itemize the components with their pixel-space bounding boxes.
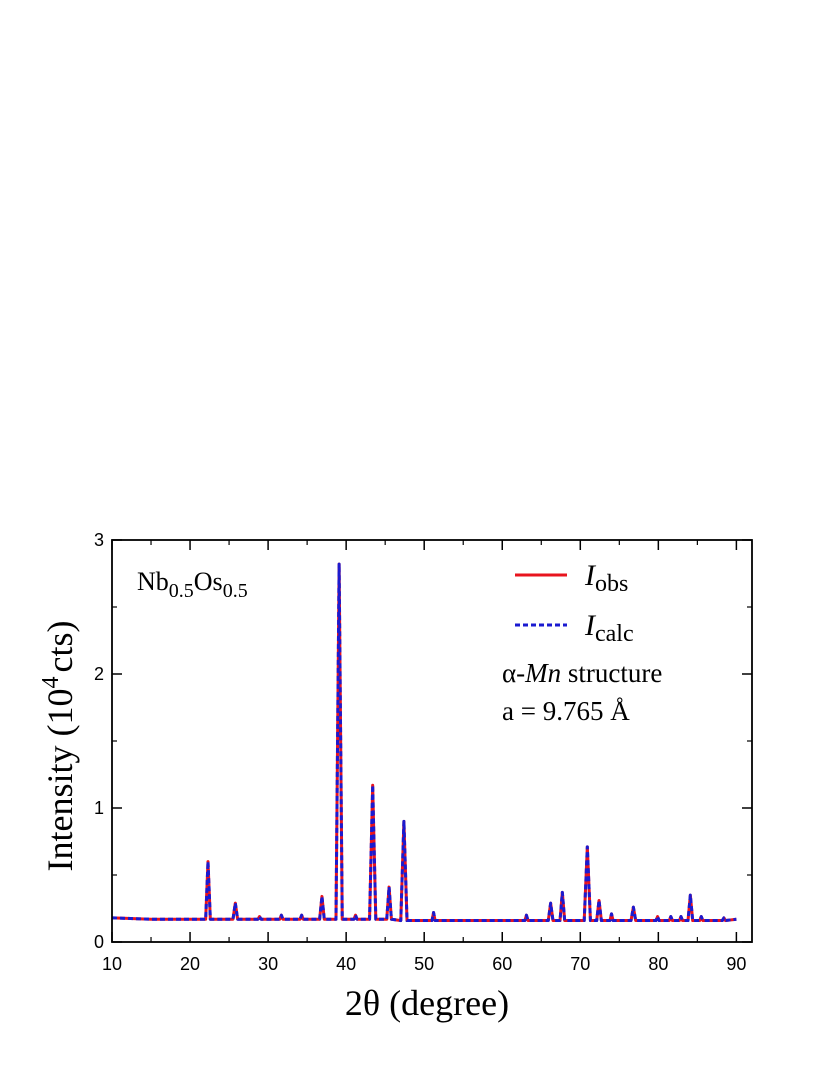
x-tick-label: 10 xyxy=(102,954,122,974)
x-tick-label: 40 xyxy=(336,954,356,974)
formula-part: Nb xyxy=(137,567,169,596)
plot-frame xyxy=(111,539,753,943)
formula-part: Os xyxy=(194,567,223,596)
x-axis-label: 2θ (degree) xyxy=(345,983,509,1023)
y-tick-label: 3 xyxy=(94,530,104,550)
legend-symbol: I xyxy=(584,609,597,642)
formula: Nb0.5Os0.5 xyxy=(137,567,248,602)
y-tick-label: 0 xyxy=(94,932,104,952)
structure-label: α-Mn structure xyxy=(502,658,662,688)
x-tick-label: 90 xyxy=(726,954,746,974)
structure-label-part: α- xyxy=(502,658,525,688)
y-axis-label-part: Intensity (10 xyxy=(40,689,80,872)
structure-label-part: Mn xyxy=(524,658,561,688)
legend-subscript: calc xyxy=(595,621,634,647)
legend-symbol: I xyxy=(584,559,597,592)
x-tick-label: 50 xyxy=(414,954,434,974)
x-tick-label: 30 xyxy=(258,954,278,974)
legend-label: Icalc xyxy=(584,609,634,647)
x-tick-label: 80 xyxy=(648,954,668,974)
legend-subscript: obs xyxy=(595,571,628,597)
x-tick-label: 20 xyxy=(180,954,200,974)
y-tick-label: 1 xyxy=(94,798,104,818)
data-line xyxy=(111,562,737,923)
lattice-label: a = 9.765 Å xyxy=(502,696,630,726)
formula-part: 0.5 xyxy=(169,580,194,602)
x-tick-label: 70 xyxy=(570,954,590,974)
y-axis-label-part: 4 xyxy=(38,677,64,689)
formula-part: 0.5 xyxy=(223,580,248,602)
structure-label-part: structure xyxy=(561,658,662,688)
legend-label: Iobs xyxy=(584,559,628,597)
y-tick-label: 2 xyxy=(94,664,104,684)
y-axis-label-part: cts) xyxy=(40,621,80,673)
y-axis-label: Intensity (104 cts) xyxy=(38,621,80,872)
x-tick-label: 60 xyxy=(492,954,512,974)
